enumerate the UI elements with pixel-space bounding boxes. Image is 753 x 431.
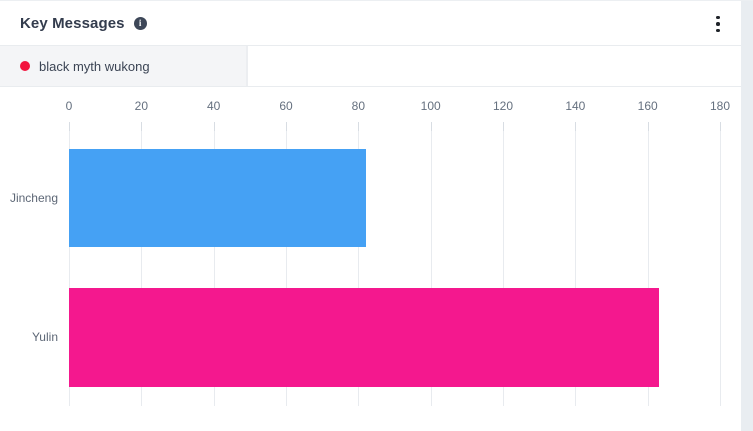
category-label: Yulin — [31, 330, 58, 344]
axis-tick-label: 180 — [709, 99, 731, 113]
axis-tick-label: 0 — [65, 99, 73, 113]
axis-tick — [286, 122, 287, 131]
axis-tick-label: 140 — [565, 99, 586, 113]
vertical-scrollbar[interactable] — [741, 1, 753, 431]
gridline — [358, 122, 360, 406]
tab-black-myth-wukong[interactable]: black myth wukong — [0, 46, 248, 86]
axis-tick — [358, 122, 360, 131]
category-label: Jincheng — [9, 191, 58, 205]
axis-tick — [647, 122, 649, 131]
gridline — [213, 122, 215, 406]
widget-title: Key Messages — [20, 14, 125, 32]
axis-tick-label: 120 — [492, 99, 514, 113]
gridline — [720, 122, 721, 406]
gridline — [430, 122, 432, 406]
gridline — [141, 122, 143, 406]
axis-tick — [575, 122, 577, 131]
keyword-tab-bar: black myth wukong — [0, 46, 741, 87]
axis-tick-label: 100 — [420, 99, 441, 113]
axis-tick — [503, 122, 504, 131]
widget-header: Key Messages i — [0, 1, 741, 46]
bar-yulin[interactable] — [69, 288, 659, 387]
info-icon[interactable]: i — [133, 16, 147, 30]
keyword-color-dot — [20, 61, 30, 71]
bar-jincheng[interactable] — [69, 149, 366, 247]
gridline — [69, 122, 70, 406]
kebab-menu-icon[interactable] — [711, 13, 725, 35]
axis-tick — [720, 122, 721, 131]
axis-tick-label: 60 — [279, 99, 293, 113]
axis-tick — [213, 122, 215, 131]
gridline — [503, 122, 504, 406]
axis-tick — [141, 122, 143, 131]
axis-tick — [69, 122, 70, 131]
axis-tick-label: 160 — [637, 99, 658, 113]
axis-tick-label: 80 — [351, 99, 365, 113]
tab-label: black myth wukong — [39, 58, 150, 74]
axis-tick-label: 20 — [134, 99, 148, 113]
gridline — [647, 122, 649, 406]
gridline — [575, 122, 577, 406]
axis-tick-label: 40 — [206, 99, 221, 113]
axis-tick — [430, 122, 432, 131]
gridline — [286, 122, 287, 406]
